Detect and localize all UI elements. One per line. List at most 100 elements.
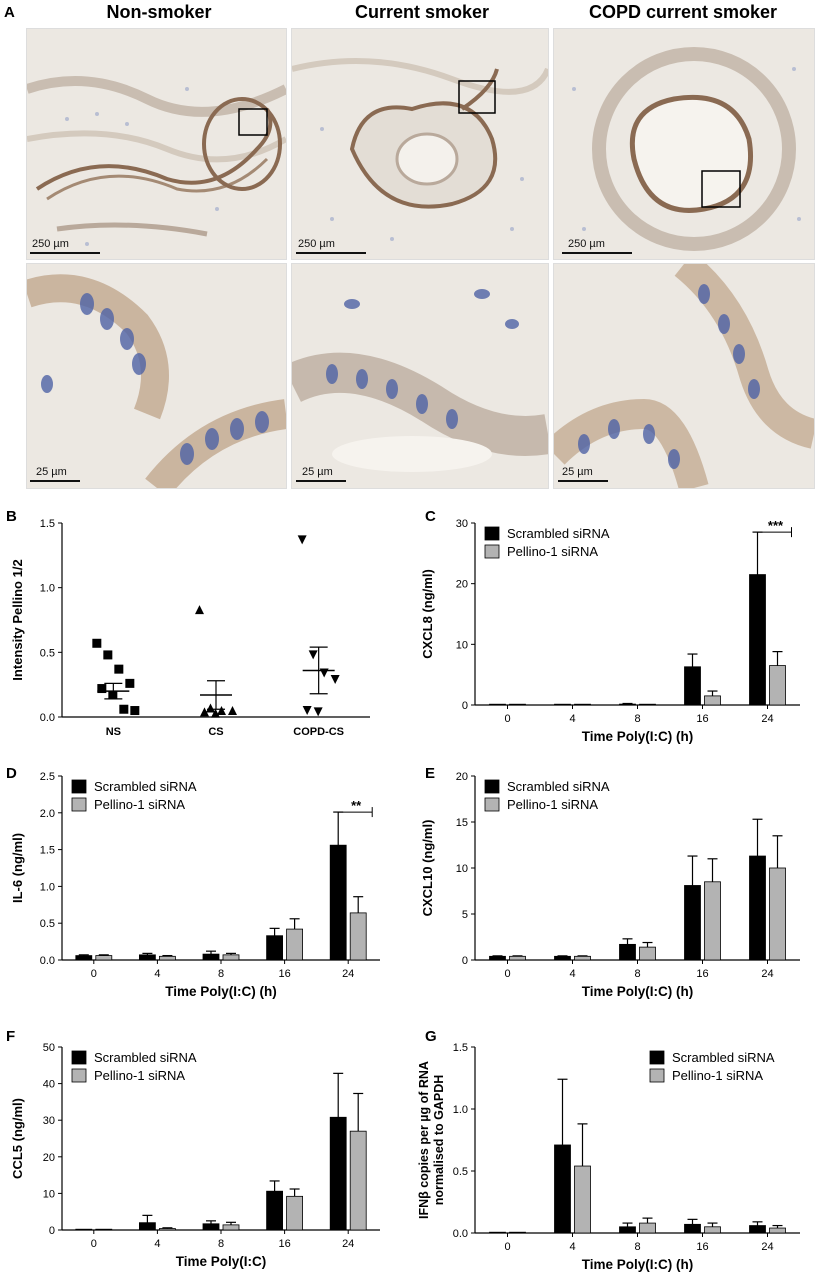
micrograph-non-smoker-low xyxy=(26,28,287,260)
bar-c-s1-3 xyxy=(704,695,721,706)
bar-e-s0-0 xyxy=(489,955,506,961)
x-tick-label-d-2: 8 xyxy=(218,968,224,980)
y-tick-label-e-3: 15 xyxy=(456,817,468,829)
bar-f-s1-4 xyxy=(349,1130,367,1231)
legend-swatch-d-0 xyxy=(71,779,87,794)
legend-label-e-1: Pellino-1 siRNA xyxy=(507,797,598,812)
bar-g-s1-3 xyxy=(704,1226,721,1234)
scale-bar-top-2 xyxy=(296,252,366,254)
scatter-chart-b: 0.0 0.5 1.0 1.5 Intensity Pellino 1/2 NS CS COP… xyxy=(10,518,370,738)
bar-d-s0-0 xyxy=(75,955,93,961)
legend-label-g-1: Pellino-1 siRNA xyxy=(672,1068,763,1083)
x-tick-label-b-1: CS xyxy=(208,726,223,738)
data-point-b-1-0 xyxy=(195,605,204,615)
column-title-non-smoker: Non-smoker xyxy=(106,2,212,22)
data-point-b-0-1 xyxy=(103,650,113,660)
bar-c-s1-2 xyxy=(639,703,656,706)
x-tick-label-b-0: NS xyxy=(106,726,121,738)
bar-f-s0-1 xyxy=(138,1222,156,1231)
scale-label-bottom-2: 25 µm xyxy=(302,466,333,478)
bar-c-s0-3 xyxy=(684,666,701,706)
y-tick-label-b-0: 0.0 xyxy=(40,712,55,724)
legend-label-f-0: Scrambled siRNA xyxy=(94,1050,197,1065)
bar-f-s1-2 xyxy=(222,1224,240,1231)
scale-bar-top-3 xyxy=(562,252,632,254)
y-tick-label-e-4: 20 xyxy=(456,771,468,783)
y-tick-label-c-0: 0 xyxy=(462,700,468,712)
legend-label-c-0: Scrambled siRNA xyxy=(507,526,610,541)
data-point-b-1-4 xyxy=(200,707,209,717)
y-tick-label-f-3: 30 xyxy=(43,1115,55,1127)
bar-c-s0-1 xyxy=(554,703,571,706)
bar-f-s1-0 xyxy=(95,1228,113,1231)
x-tick-label-f-4: 24 xyxy=(342,1238,354,1250)
x-tick-label-d-3: 16 xyxy=(278,968,290,980)
bar-f-s1-3 xyxy=(286,1195,304,1231)
x-tick-label-g-0: 0 xyxy=(504,1241,510,1253)
data-point-b-1-2 xyxy=(217,706,226,716)
data-point-b-2-3 xyxy=(330,674,340,684)
y-tick-label-c-2: 20 xyxy=(456,579,468,591)
y-tick-label-f-5: 50 xyxy=(43,1042,55,1054)
x-tick-label-f-3: 16 xyxy=(278,1238,290,1250)
panel-label-g: G xyxy=(425,1028,437,1045)
data-point-b-1-1 xyxy=(206,703,215,713)
bar-d-s0-2 xyxy=(202,953,220,961)
x-tick-label-c-2: 8 xyxy=(634,713,640,725)
x-axis-label-c: Time Poly(I:C) (h) xyxy=(582,729,694,744)
legend-swatch-e-0 xyxy=(484,779,500,794)
scale-bar-top-1 xyxy=(30,252,100,254)
legend-label-g-0: Scrambled siRNA xyxy=(672,1050,775,1065)
data-point-b-2-4 xyxy=(302,706,312,716)
x-tick-label-c-4: 24 xyxy=(761,713,773,725)
scale-label-top-3: 250 µm xyxy=(568,238,605,250)
y-tick-label-b-1: 0.5 xyxy=(40,647,55,659)
y-tick-label-e-0: 0 xyxy=(462,955,468,967)
x-tick-label-e-2: 8 xyxy=(634,968,640,980)
bar-d-s1-1 xyxy=(158,955,176,961)
bar-g-s1-0 xyxy=(509,1231,526,1234)
bar-g-s1-1 xyxy=(574,1165,591,1234)
bar-g-s0-0 xyxy=(489,1231,506,1234)
data-point-b-0-2 xyxy=(114,664,124,674)
scale-bar-bottom-1 xyxy=(30,480,80,482)
bar-g-s0-3 xyxy=(684,1223,701,1234)
data-point-b-0-0 xyxy=(92,638,102,648)
x-tick-label-e-4: 24 xyxy=(761,968,773,980)
panel-label-c: C xyxy=(425,508,436,525)
data-point-b-1-5 xyxy=(211,708,220,718)
y-tick-label-d-4: 2.0 xyxy=(40,808,55,820)
x-tick-label-b-2: COPD-CS xyxy=(293,726,344,738)
x-tick-label-g-1: 4 xyxy=(569,1241,575,1253)
bar-g-s0-4 xyxy=(749,1225,766,1234)
bar-d-s1-4 xyxy=(349,912,367,961)
x-axis-label-e: Time Poly(I:C) (h) xyxy=(582,984,694,999)
bar-f-s0-3 xyxy=(266,1190,284,1231)
bar-chart-e: 0 5 10 15 20 CXCL10 (ng/ml) Time Poly(I:C) (h)… xyxy=(420,771,800,999)
data-point-b-0-6 xyxy=(119,704,129,714)
y-tick-label-g-1: 0.5 xyxy=(453,1166,468,1178)
legend-swatch-f-1 xyxy=(71,1068,87,1083)
x-tick-label-d-1: 4 xyxy=(154,968,160,980)
x-tick-label-f-1: 4 xyxy=(154,1238,160,1250)
bar-c-s0-4 xyxy=(749,574,766,706)
y-tick-label-d-0: 0.0 xyxy=(40,955,55,967)
x-tick-label-f-0: 0 xyxy=(91,1238,97,1250)
bar-e-s0-2 xyxy=(619,943,636,961)
bar-e-s1-2 xyxy=(639,946,656,961)
sig-label-c: *** xyxy=(768,518,784,533)
x-tick-label-d-0: 0 xyxy=(91,968,97,980)
bar-e-s1-1 xyxy=(574,955,591,961)
y-axis-label-d: IL-6 (ng/ml) xyxy=(10,833,25,903)
micrograph-current-smoker-high xyxy=(291,263,549,489)
y-tick-label-d-3: 1.5 xyxy=(40,845,55,857)
x-tick-label-g-4: 24 xyxy=(761,1241,773,1253)
bar-d-s1-0 xyxy=(95,955,113,961)
scale-label-bottom-3: 25 µm xyxy=(562,466,593,478)
legend-swatch-c-1 xyxy=(484,544,500,559)
bar-g-s1-4 xyxy=(769,1227,786,1234)
bar-d-s0-3 xyxy=(266,935,284,961)
y-axis-label-f: CCL5 (ng/ml) xyxy=(10,1098,25,1179)
y-tick-label-c-3: 30 xyxy=(456,518,468,530)
y-tick-label-e-1: 5 xyxy=(462,909,468,921)
